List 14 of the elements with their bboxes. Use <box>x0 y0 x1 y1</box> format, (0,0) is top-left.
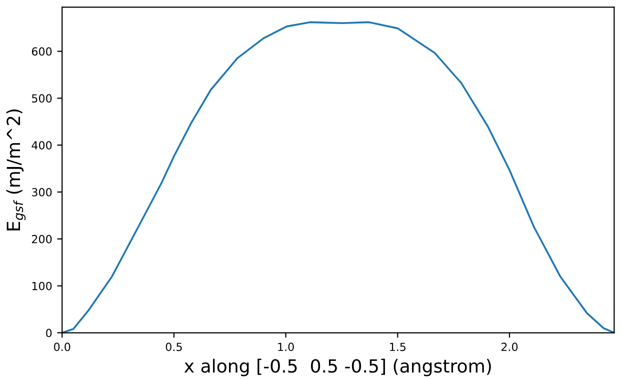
y-tick-label: 600 <box>32 47 52 56</box>
y-tick-label: 0 <box>46 328 52 338</box>
x-tick-label: 1.5 <box>390 342 406 352</box>
y-tick-label: 400 <box>32 141 52 150</box>
x-tick-label: 0.0 <box>54 342 70 352</box>
x-tick-label: 2.0 <box>501 342 518 352</box>
y-axis-title: E$_{gsf}$ (mJ/m^2) <box>6 109 26 230</box>
y-tick-label: 500 <box>32 94 52 103</box>
y-tick-label: 300 <box>32 188 52 196</box>
y-tick-label: 100 <box>32 282 52 290</box>
x-tick-label: 0.5 <box>166 342 182 352</box>
x-axis-title: x along [-0.5 0.5 -0.5] (angstrom) <box>184 358 491 376</box>
x-tick-label: 1.0 <box>278 342 294 352</box>
y-tick-label: 200 <box>32 234 52 244</box>
